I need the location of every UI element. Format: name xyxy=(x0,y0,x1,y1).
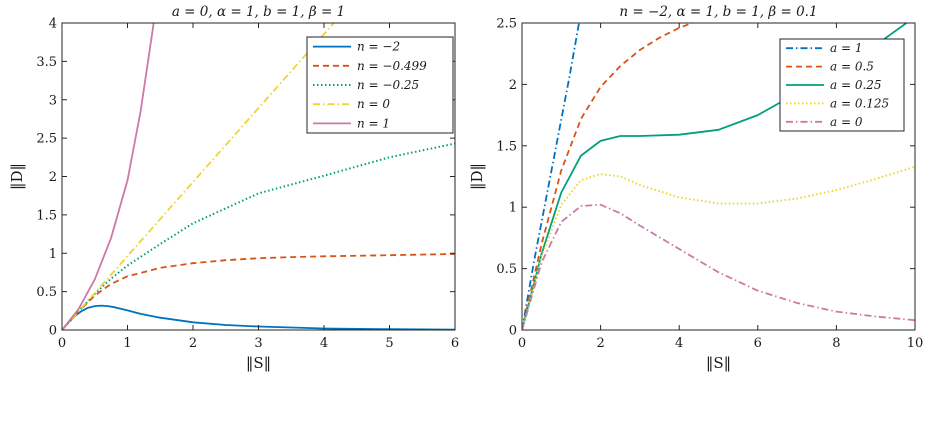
y-tick-label: 0 xyxy=(49,324,57,339)
y-tick-label: 2.5 xyxy=(36,132,57,147)
legend-entry-label: n = 0 xyxy=(357,97,390,111)
y-tick-label: 1 xyxy=(49,247,57,262)
left-chart-x-axis-label: ‖S‖ xyxy=(246,354,271,372)
y-tick-label: 2 xyxy=(49,170,57,185)
series-line-left-3 xyxy=(62,23,335,330)
series-line-left-2 xyxy=(62,142,455,330)
legend-entry-label: a = 0.5 xyxy=(830,60,874,74)
right-chart-x-axis-label: ‖S‖ xyxy=(706,354,731,372)
x-tick-label: 2 xyxy=(189,336,197,351)
y-tick-label: 2.5 xyxy=(496,17,517,32)
series-line-right-1 xyxy=(522,23,695,330)
series-line-left-0 xyxy=(62,304,455,330)
left-chart-title: a = 0, α = 1, b = 1, β = 1 xyxy=(172,4,345,20)
y-tick-label: 0 xyxy=(509,324,517,339)
x-tick-label: 6 xyxy=(754,336,762,351)
legend-entry-label: n = −0.499 xyxy=(357,59,427,73)
right-chart-title: n = −2, α = 1, b = 1, β = 0.1 xyxy=(619,4,817,20)
x-tick-label: 4 xyxy=(320,336,328,351)
y-tick-label: 1.5 xyxy=(36,208,57,223)
y-tick-label: 3.5 xyxy=(36,55,57,70)
x-tick-label: 6 xyxy=(451,336,459,351)
legend-entry-label: a = 0 xyxy=(830,115,863,129)
series-line-right-4 xyxy=(522,203,915,330)
y-tick-label: 4 xyxy=(49,17,57,32)
y-tick-label: 1 xyxy=(509,201,517,216)
legend-entry-label: n = −0.25 xyxy=(357,78,419,92)
y-tick-label: 0.5 xyxy=(496,262,517,277)
x-tick-label: 8 xyxy=(832,336,840,351)
x-tick-label: 2 xyxy=(596,336,604,351)
right-chart-y-axis-label: ‖D‖ xyxy=(468,163,486,190)
legend: a = 1 a = 0.5 a = 0.25 a = 0.125 a = 0 xyxy=(779,38,905,132)
y-tick-label: 3 xyxy=(49,93,57,108)
legend-entry-label: n = −2 xyxy=(357,40,400,54)
x-tick-label: 0 xyxy=(518,336,526,351)
series-line-right-3 xyxy=(522,165,915,330)
legend-entry-label: a = 0.25 xyxy=(830,78,882,92)
legend-entry-label: n = 1 xyxy=(357,116,390,130)
series-line-right-0 xyxy=(522,23,580,330)
legend-entry-label: a = 1 xyxy=(830,41,862,55)
y-tick-label: 1.5 xyxy=(496,139,517,154)
x-tick-label: 10 xyxy=(907,336,924,351)
y-tick-label: 2 xyxy=(509,78,517,93)
series-line-left-4 xyxy=(62,23,155,330)
x-tick-label: 5 xyxy=(385,336,393,351)
x-tick-label: 3 xyxy=(254,336,262,351)
x-tick-label: 0 xyxy=(58,336,66,351)
right-chart-panel: 0 2 4 6 8 10 0 0.5 1 1.5 2 2.5 n = −2, α = 1, b = 1,… xyxy=(468,4,923,372)
plot-area-frame xyxy=(521,22,916,331)
series-line-left-1 xyxy=(62,253,455,330)
legend-entry-label: a = 0.125 xyxy=(830,96,889,110)
x-tick-label: 4 xyxy=(675,336,683,351)
left-chart-y-axis-label: ‖D‖ xyxy=(8,163,26,190)
x-tick-label: 1 xyxy=(123,336,131,351)
y-tick-label: 0.5 xyxy=(36,285,57,300)
legend: n = −2 n = −0.499 n = −0.25 n = 0 n = 1 xyxy=(306,36,454,134)
left-chart-panel: 0 1 2 3 4 5 6 0 0.5 1 1.5 2 2.5 3 3.5 4 a = 0, α = 1, b … xyxy=(8,4,459,372)
